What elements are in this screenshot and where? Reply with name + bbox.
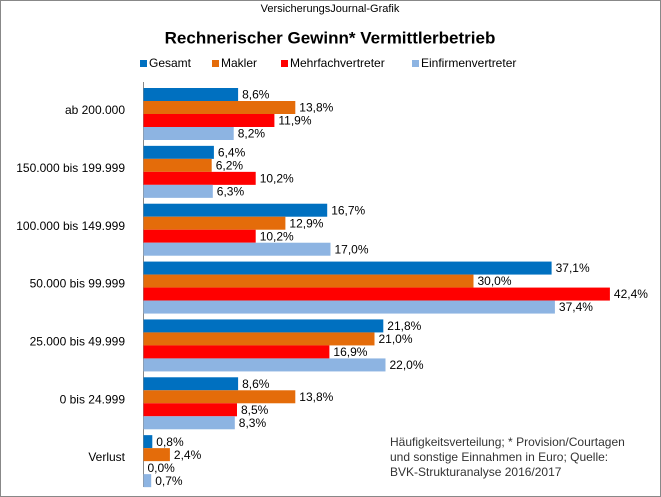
bar — [143, 171, 256, 185]
bar — [143, 358, 386, 372]
value-label: 0,8% — [156, 435, 184, 449]
bar — [143, 448, 170, 462]
bar — [143, 88, 239, 101]
bar — [143, 229, 256, 243]
note: Häufigkeitsverteilung; * Provision/Court… — [390, 435, 625, 449]
legend-label: Makler — [221, 56, 257, 70]
legend-swatch — [281, 60, 288, 67]
value-label: 8,5% — [241, 403, 269, 417]
y-tick-label: 50.000 bis 99.999 — [30, 277, 126, 291]
bar — [143, 403, 237, 417]
bar — [143, 242, 331, 256]
bar — [143, 377, 239, 391]
bar — [143, 216, 286, 230]
value-label: 16,7% — [331, 203, 365, 217]
value-label: 17,0% — [335, 242, 369, 256]
y-tick-label: Verlust — [88, 450, 125, 464]
y-tick-label: 25.000 bis 49.999 — [30, 335, 126, 349]
value-label: 21,8% — [387, 319, 421, 333]
value-label: 11,9% — [278, 114, 311, 128]
value-label: 8,6% — [242, 377, 270, 391]
value-label: 6,4% — [218, 146, 246, 160]
y-tick-label: ab 200.000 — [65, 103, 125, 117]
bar — [143, 345, 330, 359]
value-label: 30,0% — [478, 274, 512, 288]
value-label: 6,3% — [217, 185, 245, 199]
y-tick-label: 100.000 bis 149.999 — [16, 219, 125, 233]
value-label: 2,4% — [174, 448, 202, 462]
bar — [143, 158, 212, 172]
bar — [143, 101, 296, 114]
bar — [143, 145, 214, 159]
bar — [143, 184, 213, 198]
bar — [143, 319, 384, 333]
bar — [143, 474, 152, 488]
header: VersicherungsJournal-Grafik — [261, 3, 400, 15]
bar — [143, 287, 610, 301]
value-label: 12,9% — [289, 216, 323, 230]
value-label: 13,8% — [299, 101, 333, 115]
bar — [143, 114, 275, 127]
legend-swatch — [412, 60, 419, 67]
chart-title: Rechnerischer Gewinn* Vermittlerbetrieb — [165, 28, 496, 47]
legend-label: Einfirmenvertreter — [421, 56, 516, 70]
value-label: 22,0% — [390, 358, 424, 372]
bar — [143, 300, 555, 314]
bar — [143, 203, 328, 217]
y-tick-label: 0 bis 24.999 — [60, 392, 126, 406]
value-label: 13,8% — [299, 390, 333, 404]
value-label: 0,0% — [148, 461, 176, 475]
note: BVK-Strukturanalyse 2016/2017 — [390, 465, 562, 479]
bar — [143, 274, 474, 288]
legend-label: Mehrfachvertreter — [290, 56, 385, 70]
value-label: 16,9% — [333, 345, 367, 359]
value-label: 10,2% — [260, 172, 294, 186]
bar — [143, 332, 375, 346]
legend-swatch — [140, 60, 147, 67]
bar — [143, 127, 234, 140]
bar — [143, 435, 153, 449]
bar — [143, 416, 235, 430]
value-label: 37,1% — [556, 261, 590, 275]
bar — [143, 261, 552, 275]
y-tick-label: 150.000 bis 199.999 — [16, 161, 125, 175]
value-label: 8,2% — [238, 127, 266, 141]
legend-swatch — [212, 60, 219, 67]
note: und sonstige Einnahmen in Euro; Quelle: — [390, 450, 608, 464]
value-label: 10,2% — [260, 229, 294, 243]
value-label: 8,6% — [242, 88, 270, 102]
value-label: 6,2% — [216, 159, 244, 173]
value-label: 8,3% — [239, 416, 267, 430]
legend-label: Gesamt — [149, 56, 192, 70]
value-label: 42,4% — [614, 287, 648, 301]
bar — [143, 390, 296, 404]
value-label: 21,0% — [379, 332, 413, 346]
value-label: 0,7% — [155, 474, 183, 488]
value-label: 37,4% — [559, 300, 593, 314]
